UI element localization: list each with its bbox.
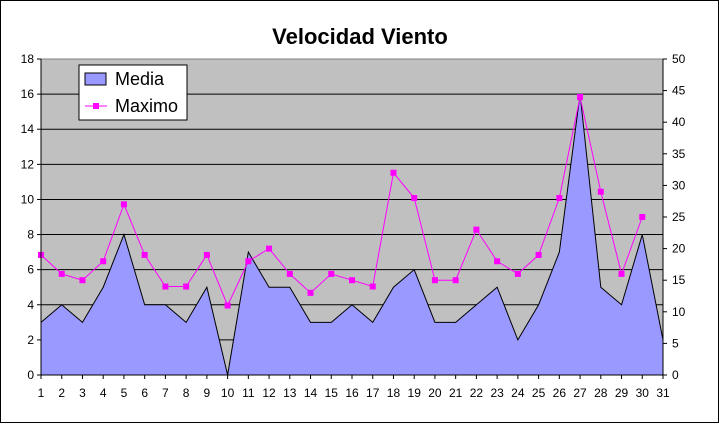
marker-maximo-point bbox=[120, 201, 127, 208]
marker-maximo-point bbox=[224, 302, 231, 309]
legend-label-maximo: Maximo bbox=[115, 96, 178, 116]
marker-maximo-point bbox=[369, 283, 376, 290]
marker-maximo-point bbox=[141, 251, 148, 258]
area-media bbox=[40, 94, 664, 376]
y-right-tick-label: 50 bbox=[672, 52, 686, 66]
x-tick-label: 27 bbox=[573, 386, 587, 400]
marker-maximo-point bbox=[639, 214, 646, 220]
marker-maximo-point bbox=[452, 277, 459, 284]
x-tick-label: 30 bbox=[636, 386, 650, 400]
y-right-tick-label: 45 bbox=[672, 84, 686, 98]
marker-maximo-point bbox=[390, 169, 397, 176]
x-tick-label: 25 bbox=[532, 386, 546, 400]
y-left-tick-label: 0 bbox=[27, 368, 34, 382]
y-left-tick-label: 4 bbox=[27, 298, 34, 312]
x-tick-label: 8 bbox=[183, 386, 190, 400]
x-tick-label: 15 bbox=[325, 386, 339, 400]
marker-maximo-point bbox=[58, 270, 65, 277]
x-tick-label: 10 bbox=[221, 386, 235, 400]
x-tick-label: 29 bbox=[615, 386, 629, 400]
marker-maximo-point bbox=[494, 258, 501, 265]
y-right-tick-label: 30 bbox=[672, 178, 686, 192]
marker-maximo-point bbox=[411, 195, 418, 202]
marker-maximo-point bbox=[535, 251, 542, 258]
x-tick-label: 3 bbox=[79, 386, 86, 400]
x-tick-label: 12 bbox=[262, 386, 276, 400]
y-left-tick-label: 16 bbox=[21, 87, 35, 101]
marker-maximo-point bbox=[245, 258, 252, 265]
x-tick-label: 5 bbox=[121, 386, 128, 400]
line-maximo bbox=[40, 96, 643, 307]
legend-label-media: Media bbox=[115, 69, 165, 89]
x-tick-label: 31 bbox=[656, 386, 670, 400]
marker-maximo-point bbox=[286, 270, 293, 277]
y-left-tick-label: 12 bbox=[21, 157, 35, 171]
marker-maximo-point bbox=[577, 93, 584, 100]
x-tick-label: 1 bbox=[38, 386, 45, 400]
x-tick-label: 9 bbox=[204, 386, 211, 400]
x-tick-label: 6 bbox=[141, 386, 148, 400]
area-series bbox=[40, 94, 664, 376]
y-right-tick-label: 10 bbox=[672, 305, 686, 319]
marker-maximo-point bbox=[79, 277, 86, 284]
line-series bbox=[38, 93, 646, 309]
y-right-tick-label: 20 bbox=[672, 242, 686, 256]
y-left-tick-label: 6 bbox=[27, 263, 34, 277]
marker-maximo-point bbox=[431, 277, 438, 284]
x-tick-label: 22 bbox=[470, 386, 484, 400]
marker-maximo-point bbox=[203, 251, 210, 258]
y-left-tick-label: 18 bbox=[21, 52, 35, 66]
y-right-tick-label: 25 bbox=[672, 210, 686, 224]
x-tick-label: 19 bbox=[408, 386, 422, 400]
marker-maximo-point bbox=[556, 195, 563, 202]
x-tick-label: 16 bbox=[345, 386, 359, 400]
x-tick-label: 28 bbox=[594, 386, 608, 400]
y-left-tick-label: 14 bbox=[21, 122, 35, 136]
marker-maximo-point bbox=[183, 283, 190, 290]
y-right-tick-label: 5 bbox=[672, 336, 679, 350]
marker-maximo-point bbox=[328, 270, 335, 277]
y-right-tick-label: 0 bbox=[672, 368, 679, 382]
y-left-tick-label: 10 bbox=[21, 192, 35, 206]
legend-swatch-maximo-marker bbox=[93, 103, 99, 109]
x-tick-label: 7 bbox=[162, 386, 169, 400]
x-tick-label: 2 bbox=[58, 386, 65, 400]
y-right-tick-label: 40 bbox=[672, 115, 686, 129]
x-tick-label: 13 bbox=[283, 386, 297, 400]
y-left-tick-label: 2 bbox=[27, 333, 34, 347]
x-tick-label: 23 bbox=[490, 386, 504, 400]
chart-title: Velocidad Viento bbox=[272, 24, 448, 49]
x-tick-label: 20 bbox=[428, 386, 442, 400]
y-right-tick-label: 15 bbox=[672, 273, 686, 287]
marker-maximo-point bbox=[307, 289, 314, 296]
legend: Media Maximo bbox=[78, 64, 188, 121]
marker-maximo-point bbox=[266, 245, 273, 252]
marker-maximo-point bbox=[618, 270, 625, 277]
marker-maximo-point bbox=[349, 277, 355, 284]
x-tick-label: 14 bbox=[304, 386, 318, 400]
x-tick-label: 21 bbox=[449, 386, 463, 400]
marker-maximo-point bbox=[100, 258, 107, 265]
x-tick-label: 11 bbox=[242, 386, 255, 400]
marker-maximo-point bbox=[473, 226, 480, 233]
legend-swatch-media bbox=[84, 72, 107, 86]
x-tick-label: 26 bbox=[553, 386, 567, 400]
marker-maximo-point bbox=[162, 283, 169, 290]
y-right-tick-label: 35 bbox=[672, 147, 686, 161]
x-tick-label: 17 bbox=[366, 386, 380, 400]
x-tick-label: 18 bbox=[387, 386, 401, 400]
y-left-tick-label: 8 bbox=[27, 228, 34, 242]
x-tick-label: 4 bbox=[100, 386, 107, 400]
marker-maximo-point bbox=[514, 270, 521, 277]
marker-maximo-point bbox=[597, 188, 604, 195]
x-tick-label: 24 bbox=[511, 386, 525, 400]
